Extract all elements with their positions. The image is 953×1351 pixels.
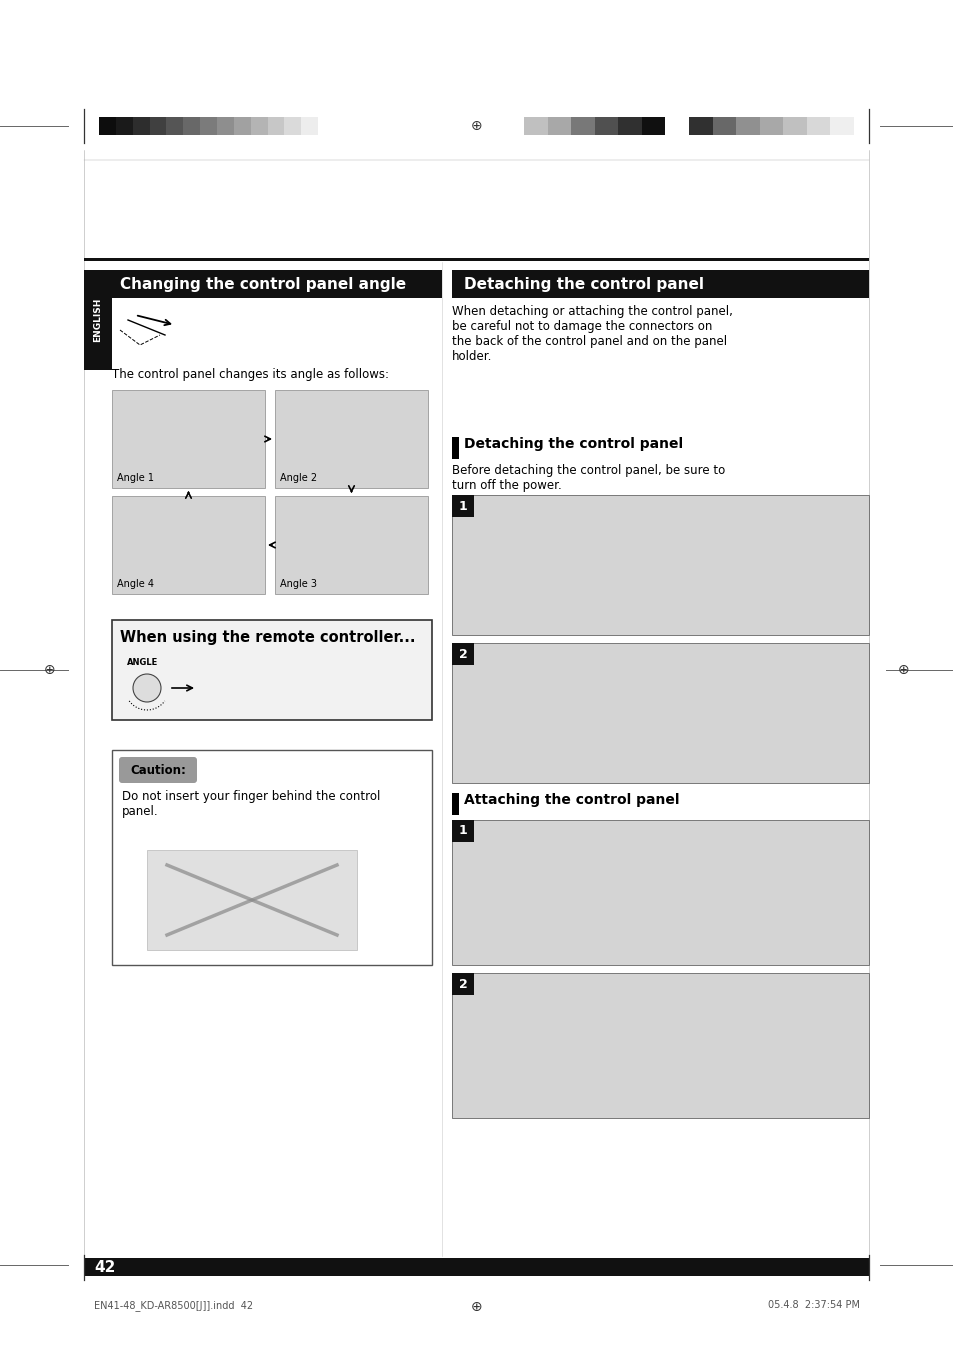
Bar — [452, 643, 474, 665]
Bar — [782, 118, 806, 135]
Text: When using the remote controller...: When using the remote controller... — [120, 630, 416, 644]
Text: Attaching the control panel: Attaching the control panel — [463, 793, 679, 807]
Text: Detaching the control panel: Detaching the control panel — [463, 277, 703, 292]
Bar — [115, 118, 132, 135]
Text: 05.4.8  2:37:54 PM: 05.4.8 2:37:54 PM — [767, 1300, 859, 1310]
Text: ⊕: ⊕ — [44, 663, 56, 677]
Bar — [452, 793, 458, 815]
Bar — [594, 118, 618, 135]
Bar — [84, 258, 868, 261]
Bar — [233, 118, 251, 135]
Text: When detaching or attaching the control panel,
be careful not to damage the conn: When detaching or attaching the control … — [452, 305, 732, 363]
Text: ⊕: ⊕ — [897, 663, 909, 677]
Bar — [736, 118, 759, 135]
Bar — [112, 270, 441, 299]
Text: 2: 2 — [458, 647, 467, 661]
Bar — [452, 436, 458, 459]
Bar — [688, 118, 712, 135]
Circle shape — [132, 674, 161, 703]
Bar — [301, 118, 317, 135]
Bar — [806, 118, 829, 135]
Text: 1: 1 — [458, 500, 467, 512]
Text: Angle 2: Angle 2 — [280, 473, 316, 484]
Text: ⊕: ⊕ — [471, 1300, 482, 1315]
Text: ANGLE: ANGLE — [127, 658, 158, 667]
Bar — [274, 496, 428, 594]
Bar — [251, 118, 267, 135]
Bar — [267, 118, 284, 135]
FancyBboxPatch shape — [119, 757, 196, 784]
Bar — [166, 118, 183, 135]
Text: Angle 3: Angle 3 — [280, 580, 316, 589]
Bar — [452, 973, 474, 994]
Bar — [759, 118, 782, 135]
Text: Detaching the control panel: Detaching the control panel — [463, 436, 682, 451]
Text: Changing the control panel angle: Changing the control panel angle — [120, 277, 406, 292]
Bar — [112, 390, 265, 488]
Bar — [547, 118, 571, 135]
Bar — [132, 118, 150, 135]
Bar — [571, 118, 594, 135]
Bar — [641, 118, 665, 135]
Bar — [112, 620, 432, 720]
Bar — [523, 118, 547, 135]
Bar — [274, 390, 428, 488]
Bar — [452, 820, 868, 965]
Bar — [183, 118, 200, 135]
Bar — [712, 118, 736, 135]
Text: Caution:: Caution: — [130, 763, 186, 777]
Bar — [317, 118, 335, 135]
Text: Before detaching the control panel, be sure to
turn off the power.: Before detaching the control panel, be s… — [452, 463, 724, 492]
Bar — [112, 496, 265, 594]
Bar — [112, 750, 432, 965]
Bar — [452, 820, 474, 842]
Text: Do not insert your finger behind the control
panel.: Do not insert your finger behind the con… — [122, 790, 380, 817]
Bar — [829, 118, 853, 135]
Text: Angle 1: Angle 1 — [117, 473, 153, 484]
Bar — [99, 118, 115, 135]
Bar — [452, 643, 868, 784]
Bar — [452, 494, 474, 517]
Bar — [284, 118, 301, 135]
Bar — [452, 973, 868, 1119]
Bar — [618, 118, 641, 135]
Text: ENGLISH: ENGLISH — [93, 297, 102, 342]
Bar — [665, 118, 688, 135]
Bar — [147, 850, 356, 950]
Bar — [452, 494, 868, 635]
Bar — [452, 270, 868, 299]
Text: Angle 4: Angle 4 — [117, 580, 153, 589]
Text: The control panel changes its angle as follows:: The control panel changes its angle as f… — [112, 367, 389, 381]
Text: ⊕: ⊕ — [471, 119, 482, 132]
Text: 1: 1 — [458, 824, 467, 838]
Bar — [84, 1258, 868, 1275]
Text: EN41-48_KD-AR8500[J]].indd  42: EN41-48_KD-AR8500[J]].indd 42 — [94, 1300, 253, 1310]
Bar — [216, 118, 233, 135]
Bar — [84, 270, 112, 370]
Text: 42: 42 — [94, 1259, 115, 1274]
Bar — [200, 118, 216, 135]
Bar — [150, 118, 166, 135]
Text: 2: 2 — [458, 978, 467, 990]
